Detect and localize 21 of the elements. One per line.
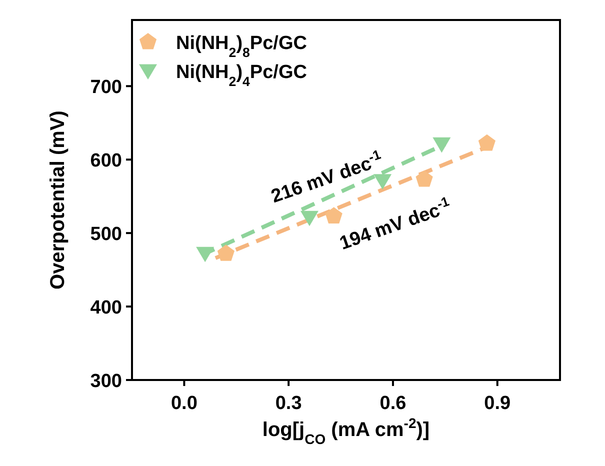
x-tick-label: 0.9 [484,393,511,414]
x-tick-label: 0.3 [275,393,302,414]
y-tick-label: 300 [90,371,122,392]
x-axis-title: log[j$_{CO}$ (mA cm$^{-2}$)] [262,415,430,447]
legend-label: Ni(NH$_{2}$)$_{8}$Pc/GC [176,33,308,60]
x-tick-label: 0.0 [170,393,198,414]
y-tick-label: 500 [90,224,122,246]
point [196,246,214,262]
point [300,210,318,226]
y-tick-label: 600 [90,150,122,172]
y-axis-title: Overpotential (mV) [47,110,69,290]
y-tick-label: 700 [90,77,122,98]
point [217,244,235,261]
y-tick-label: 400 [90,298,122,319]
point [325,207,342,224]
point [478,134,496,151]
point [416,170,433,187]
legend-label: Ni(NH$_{2}$)$_{4}$Pc/GC [176,62,308,88]
point [374,174,392,190]
point [432,137,451,153]
x-tick-label: 0.6 [380,393,406,414]
